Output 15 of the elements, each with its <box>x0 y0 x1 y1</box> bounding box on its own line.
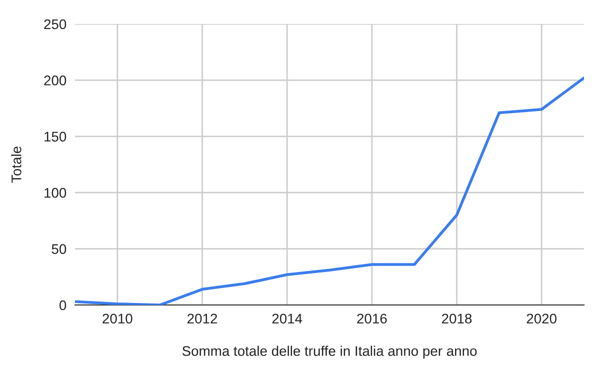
x-tick-label: 2010 <box>102 314 132 324</box>
x-tick-label: 2018 <box>442 314 472 324</box>
x-tick-label: 2012 <box>188 314 218 324</box>
x-axis-title: Somma totale delle truffe in Italia anno per anno <box>182 346 477 359</box>
y-tick-label: 200 <box>44 76 66 86</box>
x-tick-label: 2014 <box>272 314 302 324</box>
y-tick-label: 150 <box>44 132 66 142</box>
y-tick-label: 50 <box>52 244 66 254</box>
y-tick-label: 250 <box>44 19 66 30</box>
y-axis-title: Totale <box>11 146 22 183</box>
y-tick-label: 0 <box>59 300 66 310</box>
line-series <box>75 76 584 305</box>
x-tick-label: 2020 <box>526 314 556 324</box>
y-tick-label: 100 <box>44 188 66 198</box>
x-tick-label: 2016 <box>357 314 387 324</box>
